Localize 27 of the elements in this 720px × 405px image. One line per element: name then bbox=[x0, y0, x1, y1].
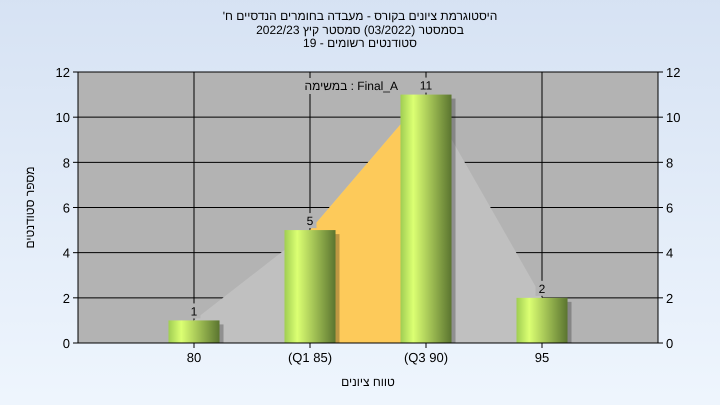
y2-tick-label: 10 bbox=[666, 110, 680, 126]
y-tick-label: 2 bbox=[62, 290, 70, 306]
x-tick-label: (Q3 90) bbox=[404, 350, 448, 365]
data-label: 2 bbox=[538, 282, 546, 296]
y-tick-label: 8 bbox=[62, 155, 70, 170]
y-tick-label: 4 bbox=[62, 246, 70, 261]
chart-subtitle: בסמסטר (03/2022) סמסטר קיץ 2022/23 סטודנטים רשומים - 19 bbox=[256, 23, 464, 50]
y2-tick-label: 4 bbox=[666, 246, 674, 261]
x-tick-label: 80 bbox=[186, 350, 202, 365]
y2-tick-label: 0 bbox=[666, 336, 674, 351]
x-tick-label: (Q1 85) bbox=[288, 350, 332, 365]
chart-title: היסטוגרמת ציונים בקורס - מעבדה בחומרים הנדסיים ח' bbox=[222, 9, 498, 23]
data-label: 1 bbox=[190, 304, 198, 318]
data-label: 11 bbox=[420, 78, 433, 93]
x-axis-title: טווח ציונים bbox=[341, 375, 396, 389]
annotation: במשימה : Final_A bbox=[304, 79, 398, 93]
data-label: 5 bbox=[306, 214, 314, 228]
y2-tick-label: 12 bbox=[666, 65, 680, 80]
y2-tick-label: 2 bbox=[666, 290, 674, 306]
y-tick-label: 10 bbox=[56, 110, 70, 126]
y-axis-title: מספר סטודנטים bbox=[23, 166, 37, 249]
y-tick-label: 12 bbox=[56, 65, 70, 80]
y-tick-label: 0 bbox=[62, 336, 70, 351]
y2-tick-label: 8 bbox=[666, 155, 674, 170]
x-tick-label: 95 bbox=[534, 350, 550, 365]
y-tick-label: 6 bbox=[62, 200, 70, 216]
y2-tick-label: 6 bbox=[666, 200, 674, 216]
